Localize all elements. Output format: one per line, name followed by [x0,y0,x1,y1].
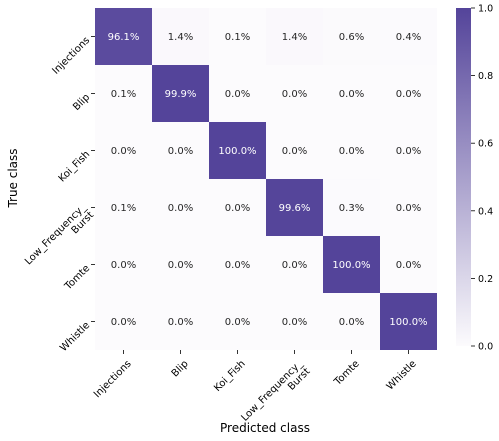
heatmap-cell [209,8,266,65]
colorbar: 0.0 0.2 0.4 0.6 0.8 1.0 [456,4,493,353]
cell-value-label: 0.0% [111,260,136,271]
cell-value-label: 0.0% [339,317,364,328]
heatmap-cell [266,65,323,122]
cell-value-label: 1.4% [282,32,307,43]
colorbar-tick-label: 0.4 [478,206,493,217]
heatmap-cell [266,293,323,350]
cell-value-label: 100.0% [332,260,370,271]
heatmap-cell [152,122,209,179]
heatmap-cell [380,179,437,236]
heatmap-cell [152,65,209,122]
heatmap-cells [95,8,437,350]
heatmap-cell [209,65,266,122]
heatmap-cell [95,65,152,122]
cell-value-label: 0.0% [396,89,421,100]
cell-value-label: 100.0% [389,317,427,328]
y-tick-label: Injections [50,35,92,77]
heatmap-cell [152,179,209,236]
colorbar-tick-label: 1.0 [478,4,493,15]
y-tick-label: Low_Frequency_Burst [23,201,97,275]
heatmap-cell [323,293,380,350]
cell-value-label: 0.0% [339,89,364,100]
cell-value-label: 0.0% [168,317,193,328]
heatmap-cell [266,122,323,179]
cell-value-label: 0.3% [339,203,364,214]
x-tick-label: Blip [170,358,191,379]
x-tick-labels: Injections Blip Koi_FishLow_Frequency_Burs… [92,350,419,424]
heatmap-cell [95,8,152,65]
colorbar-tick-label: 0.2 [478,274,493,285]
cell-value-label: 0.0% [282,317,307,328]
x-tick-label: Whistle [385,358,419,392]
cell-value-label: 0.0% [282,260,307,271]
colorbar-tick-label: 0.6 [478,139,493,150]
cell-value-label: 96.1% [108,32,140,43]
heatmap-cell [152,236,209,293]
y-tick-label: Whistle [58,320,92,354]
cell-value-label: 0.0% [282,89,307,100]
heatmap-cell [266,179,323,236]
y-tick-label: Blip [71,92,92,113]
heatmap-cell [95,293,152,350]
cell-value-label: 0.1% [225,32,250,43]
cell-value-label: 0.1% [111,89,136,100]
heatmap-cell-labels: 96.1% 1.4% 0.1% 1.4% 0.6% 0.4% 0.1% 99.9% 0.0% 0.… [108,32,428,328]
heatmap-cell [209,122,266,179]
y-tick-labels: Injections Blip Koi_Fish Low_Frequency_Burs… [23,35,97,354]
cell-value-label: 0.0% [225,317,250,328]
colorbar-tick-label: 0.0 [478,342,493,353]
cell-value-label: 0.0% [339,146,364,157]
cell-value-label: 0.0% [168,203,193,214]
cell-value-label: 0.1% [111,203,136,214]
y-axis-title: True class [6,148,20,208]
heatmap-cell [380,293,437,350]
heatmap-cell [323,122,380,179]
heatmap-cell [380,65,437,122]
heatmap-cell [323,65,380,122]
heatmap-cell [152,8,209,65]
cell-value-label: 1.4% [168,32,193,43]
heatmap-cell [380,236,437,293]
heatmap-cell [323,179,380,236]
heatmap-cell [95,122,152,179]
x-tick-label: Tomte [332,358,362,388]
cell-value-label: 0.0% [111,146,136,157]
cell-value-label: 0.4% [396,32,421,43]
cell-value-label: 0.0% [111,317,136,328]
y-tick-label: Koi_Fish [57,149,93,185]
y-tick-label: Tomte [62,263,92,293]
heatmap-cell [380,8,437,65]
heatmap-cell [95,236,152,293]
cell-value-label: 99.6% [279,203,311,214]
cell-value-label: 0.6% [339,32,364,43]
cell-value-label: 0.0% [396,146,421,157]
heatmap-cell [323,8,380,65]
heatmap-cell [209,179,266,236]
cell-value-label: 0.0% [168,260,193,271]
x-tick-label: Koi_Fish [212,358,248,394]
cell-value-label: 0.0% [396,203,421,214]
x-axis-title: Predicted class [220,421,310,435]
cell-value-label: 0.0% [282,146,307,157]
cell-value-label: 0.0% [396,260,421,271]
heatmap-cell [323,236,380,293]
heatmap-cell [209,236,266,293]
x-tick-label: Injections [92,358,134,400]
heatmap-cell [152,293,209,350]
cell-value-label: 0.0% [168,146,193,157]
colorbar-gradient [456,8,471,346]
cell-value-label: 0.0% [225,203,250,214]
cell-value-label: 99.9% [165,89,197,100]
cell-value-label: 100.0% [218,146,256,157]
colorbar-tick-label: 0.8 [478,71,493,82]
heatmap-cell [266,8,323,65]
cell-value-label: 0.0% [225,260,250,271]
heatmap-cell [95,179,152,236]
heatmap-cell [380,122,437,179]
cell-value-label: 0.0% [225,89,250,100]
heatmap-cell [266,236,323,293]
heatmap-cell [209,293,266,350]
